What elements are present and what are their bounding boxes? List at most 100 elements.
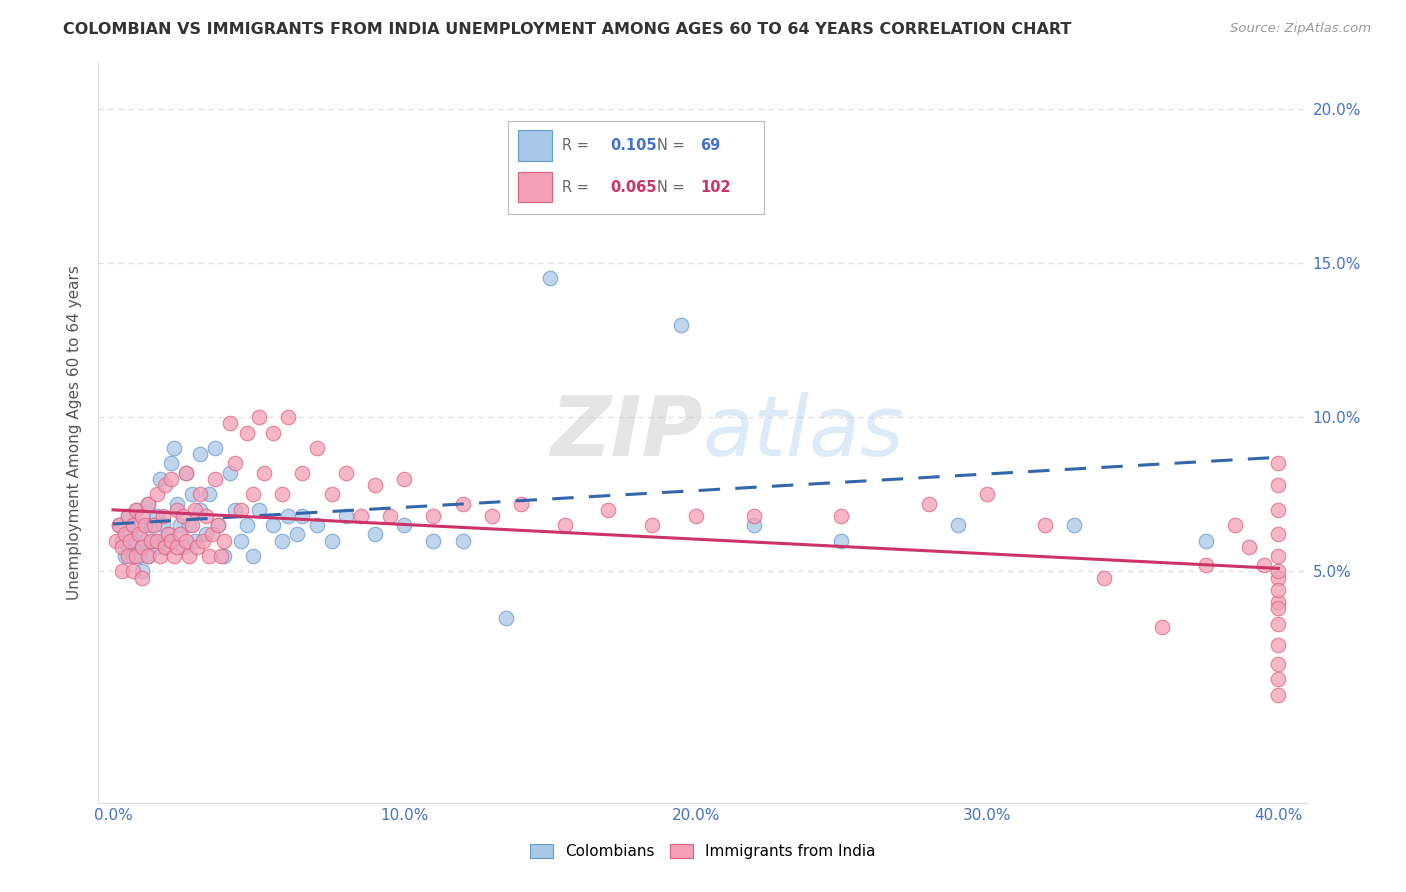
Point bbox=[157, 527, 180, 541]
Point bbox=[183, 502, 205, 516]
Point bbox=[157, 527, 180, 541]
Point bbox=[321, 487, 343, 501]
Point bbox=[122, 518, 145, 533]
Point bbox=[128, 527, 150, 541]
Point bbox=[1267, 601, 1289, 615]
Point bbox=[125, 502, 148, 516]
Point bbox=[198, 549, 221, 563]
Y-axis label: Unemployment Among Ages 60 to 64 years: Unemployment Among Ages 60 to 64 years bbox=[67, 265, 83, 600]
Point bbox=[128, 549, 150, 563]
Point bbox=[142, 518, 165, 533]
Point bbox=[305, 441, 328, 455]
Point bbox=[139, 533, 162, 548]
Point bbox=[262, 518, 284, 533]
Point bbox=[1150, 620, 1173, 634]
Point bbox=[198, 487, 221, 501]
Point bbox=[195, 527, 218, 541]
Text: R =: R = bbox=[562, 138, 593, 153]
Point bbox=[394, 472, 416, 486]
Point bbox=[169, 518, 191, 533]
Point bbox=[131, 518, 153, 533]
Point bbox=[669, 318, 692, 332]
Text: N =: N = bbox=[657, 138, 689, 153]
Point bbox=[136, 497, 159, 511]
Point bbox=[125, 502, 148, 516]
Point bbox=[1267, 582, 1289, 597]
Point bbox=[1194, 558, 1216, 573]
Point bbox=[149, 549, 172, 563]
Text: 69: 69 bbox=[700, 138, 720, 153]
Legend: Colombians, Immigrants from India: Colombians, Immigrants from India bbox=[524, 838, 882, 865]
Point bbox=[641, 518, 664, 533]
Point bbox=[209, 549, 232, 563]
Point bbox=[108, 518, 131, 533]
Point bbox=[155, 540, 177, 554]
Point bbox=[193, 533, 215, 548]
Point bbox=[120, 533, 142, 548]
Point bbox=[291, 466, 314, 480]
Point bbox=[598, 178, 620, 193]
Point bbox=[277, 410, 299, 425]
Point bbox=[364, 478, 387, 492]
Point bbox=[180, 518, 202, 533]
Bar bbox=[519, 172, 551, 202]
Point bbox=[262, 425, 284, 440]
Point bbox=[1267, 565, 1289, 579]
Point bbox=[139, 518, 162, 533]
Point bbox=[186, 540, 208, 554]
Point bbox=[1267, 502, 1289, 516]
Point bbox=[946, 518, 969, 533]
Text: ZIP: ZIP bbox=[550, 392, 703, 473]
Point bbox=[131, 565, 153, 579]
Point bbox=[104, 533, 127, 548]
Point bbox=[155, 478, 177, 492]
Text: 102: 102 bbox=[700, 180, 731, 195]
Point bbox=[231, 533, 253, 548]
Point bbox=[172, 508, 194, 523]
Bar bbox=[519, 130, 551, 161]
Point bbox=[111, 540, 134, 554]
Point bbox=[231, 502, 253, 516]
Point bbox=[1267, 616, 1289, 631]
Text: COLOMBIAN VS IMMIGRANTS FROM INDIA UNEMPLOYMENT AMONG AGES 60 TO 64 YEARS CORREL: COLOMBIAN VS IMMIGRANTS FROM INDIA UNEMP… bbox=[63, 22, 1071, 37]
Point bbox=[142, 533, 165, 548]
Point bbox=[160, 533, 183, 548]
Point bbox=[201, 527, 224, 541]
Point bbox=[131, 571, 153, 585]
Point bbox=[111, 533, 134, 548]
Point bbox=[378, 508, 401, 523]
Point bbox=[1267, 527, 1289, 541]
Point bbox=[172, 540, 194, 554]
Point bbox=[242, 487, 264, 501]
Point bbox=[271, 487, 294, 501]
Point bbox=[224, 502, 246, 516]
Point bbox=[131, 508, 153, 523]
Point bbox=[1267, 457, 1289, 471]
Text: Source: ZipAtlas.com: Source: ZipAtlas.com bbox=[1230, 22, 1371, 36]
Point bbox=[335, 508, 357, 523]
Point bbox=[166, 502, 188, 516]
Point bbox=[177, 549, 200, 563]
Point bbox=[1267, 549, 1289, 563]
Point bbox=[335, 466, 357, 480]
Point bbox=[183, 533, 205, 548]
Point bbox=[117, 549, 139, 563]
Point bbox=[1194, 533, 1216, 548]
Point bbox=[160, 457, 183, 471]
Point bbox=[451, 533, 474, 548]
Point bbox=[177, 518, 200, 533]
Point bbox=[224, 457, 246, 471]
Point bbox=[305, 518, 328, 533]
Point bbox=[1267, 595, 1289, 609]
Point bbox=[1253, 558, 1275, 573]
Point bbox=[152, 508, 174, 523]
Point bbox=[1267, 571, 1289, 585]
Point bbox=[451, 497, 474, 511]
Point bbox=[830, 533, 852, 548]
Point bbox=[212, 533, 235, 548]
Point bbox=[554, 518, 576, 533]
Point bbox=[166, 497, 188, 511]
Point bbox=[174, 533, 197, 548]
Point bbox=[122, 518, 145, 533]
Text: R =: R = bbox=[562, 180, 593, 195]
